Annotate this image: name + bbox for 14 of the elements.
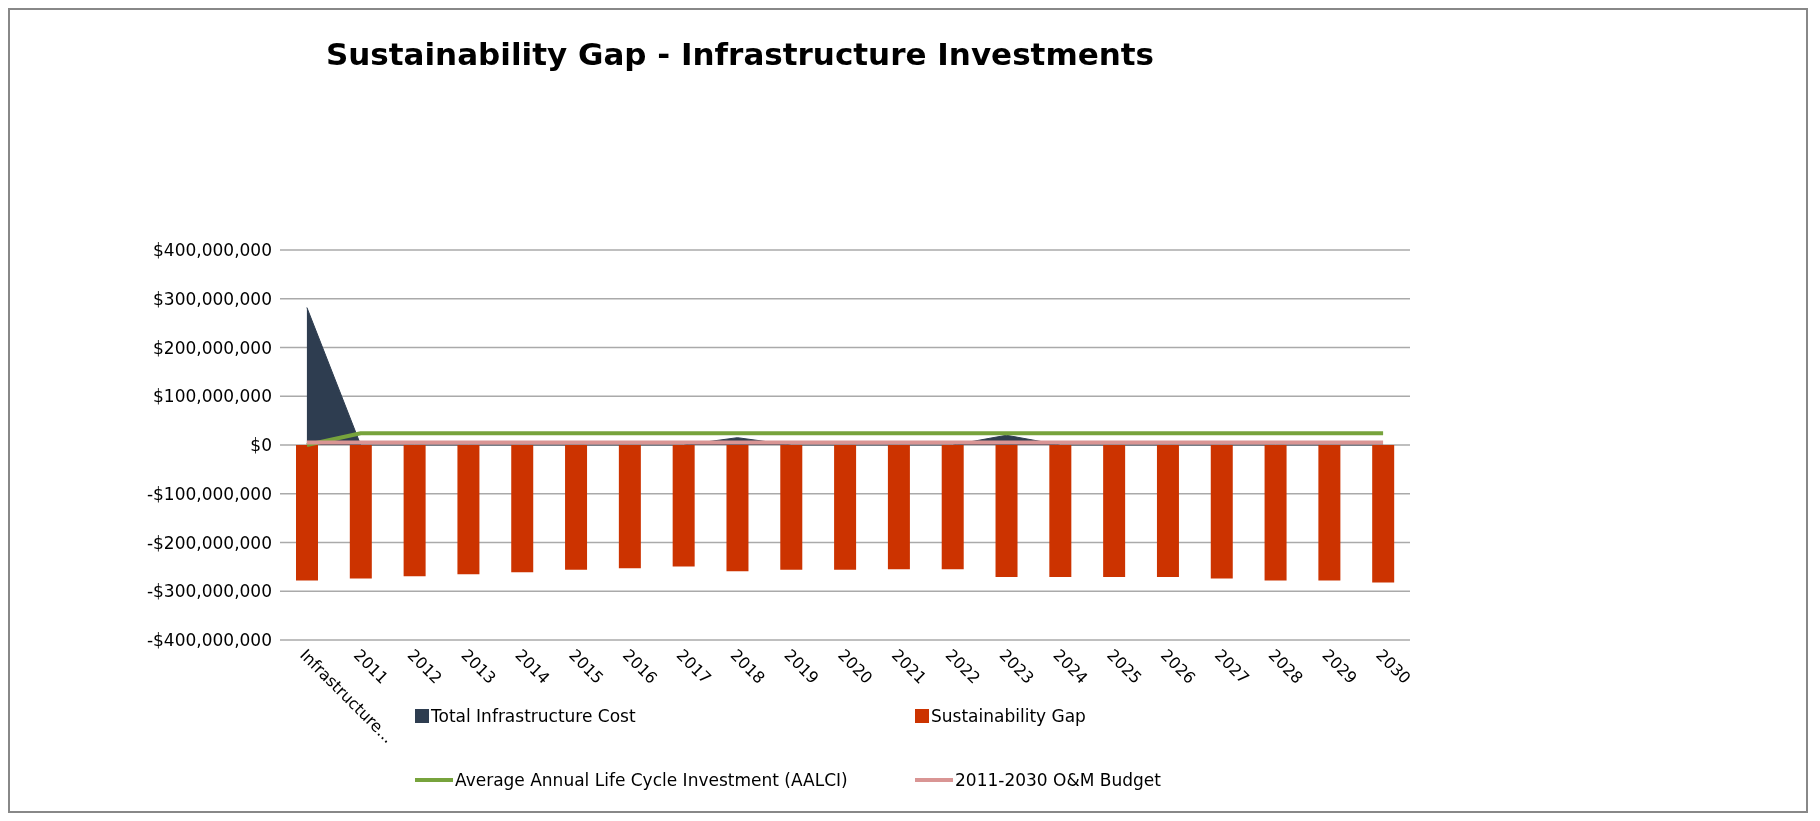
y-tick-label: $100,000,000 [153, 386, 272, 407]
y-tick-label: $300,000,000 [153, 288, 272, 309]
y-tick-label: -$100,000,000 [146, 483, 272, 504]
y-tick-label: -$200,000,000 [146, 532, 272, 553]
chart-title: Sustainability Gap - Infrastructure Investments [324, 36, 1156, 72]
legend-label: Average Annual Life Cycle Investment (AALCI) [455, 770, 848, 790]
y-tick-label: $400,000,000 [153, 240, 272, 261]
y-tick-label: -$300,000,000 [146, 581, 272, 602]
legend-label: Total Infrastructure Cost [431, 706, 636, 726]
legend-label: 2011-2030 O&M Budget [955, 770, 1161, 790]
y-tick-label: $0 [250, 435, 272, 456]
legend-label: Sustainability Gap [931, 706, 1086, 726]
y-tick-label: $200,000,000 [153, 337, 272, 358]
y-tick-label: -$400,000,000 [146, 630, 272, 651]
